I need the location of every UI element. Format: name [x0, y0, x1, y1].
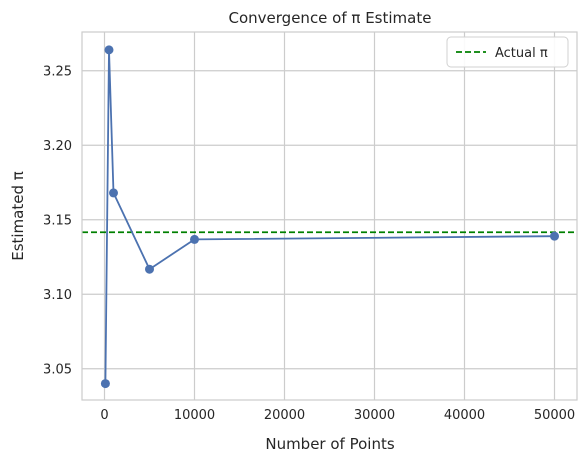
x-tick-label: 30000 [354, 408, 395, 423]
data-point [104, 45, 114, 55]
x-tick-label: 50000 [534, 408, 575, 423]
x-tick-label: 40000 [444, 408, 485, 423]
data-point [109, 188, 118, 198]
data-point [100, 379, 110, 389]
y-axis-label: Estimated π [9, 171, 27, 261]
legend-label-actual-pi: Actual π [495, 46, 548, 61]
data-point [190, 234, 199, 244]
x-tick-label: 20000 [264, 408, 305, 423]
y-tick-label: 3.05 [43, 363, 72, 378]
y-tick-label: 3.15 [43, 214, 72, 229]
chart-title: Convergence of π Estimate [229, 9, 432, 27]
x-tick-label: 10000 [174, 408, 215, 423]
plot-area [82, 32, 577, 400]
data-point [145, 264, 154, 274]
plot-frame [81, 31, 578, 401]
series-line [104, 48, 555, 384]
y-tick-label: 3.10 [43, 288, 72, 303]
axis-layer: 0 10000 20000 30000 40000 50000 3.05 3.10 3.15 3.… [43, 31, 578, 423]
x-axis-label: Number of Points [265, 435, 394, 453]
data-point [550, 231, 559, 241]
grid-layer [82, 32, 577, 400]
series-layer [100, 45, 559, 389]
y-tick-label: 3.25 [43, 65, 72, 80]
x-tick-label: 0 [100, 408, 108, 423]
y-tick-label: 3.20 [43, 139, 72, 154]
legend-box [446, 36, 569, 68]
legend: Actual π [446, 36, 569, 68]
